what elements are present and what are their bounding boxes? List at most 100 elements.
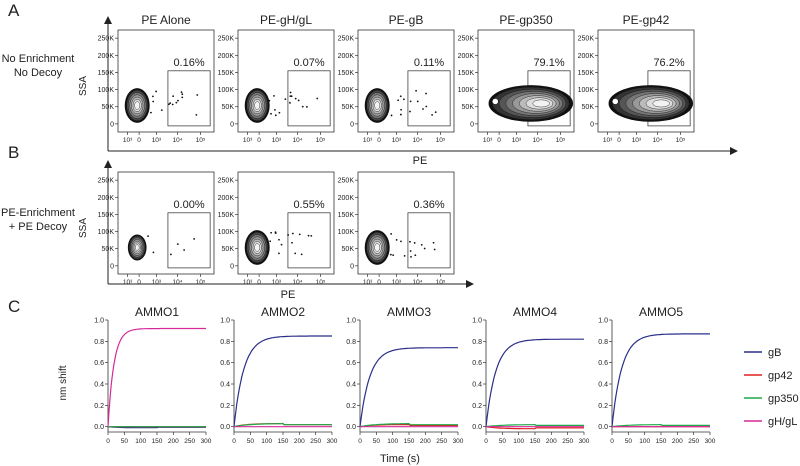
event-dot bbox=[413, 242, 416, 244]
contour-ring bbox=[254, 243, 261, 252]
x-tick-label: 50 bbox=[247, 438, 255, 445]
x-tick-label: 10³ bbox=[272, 137, 282, 144]
event-dot bbox=[176, 243, 179, 246]
event-dot bbox=[152, 100, 155, 103]
x-tick-label: 200 bbox=[420, 438, 431, 445]
y-tick-label: 0.6 bbox=[94, 360, 104, 367]
event-dot bbox=[171, 103, 174, 106]
plot-frame bbox=[597, 29, 695, 133]
legend-label: gB bbox=[768, 347, 781, 359]
event-dot bbox=[172, 95, 175, 98]
event-dot bbox=[289, 95, 292, 98]
gate-box bbox=[287, 212, 331, 269]
x-tick-label: 10³ bbox=[272, 279, 282, 286]
event-dot bbox=[160, 109, 163, 112]
event-dot bbox=[387, 246, 390, 249]
y-tick-label: 150K bbox=[458, 70, 475, 77]
gate-box bbox=[167, 212, 211, 269]
x-tick-label: 300 bbox=[453, 438, 464, 445]
y-tick-label: 100K bbox=[218, 87, 235, 94]
row-label: + PE Decoy bbox=[9, 221, 68, 233]
contour-ring bbox=[532, 99, 550, 108]
y-tick-label: 0 bbox=[110, 121, 114, 128]
event-dot bbox=[273, 94, 275, 97]
y-tick-label: 50K bbox=[342, 104, 355, 111]
series-line-gp350 bbox=[611, 424, 710, 428]
y-tick-label: 150K bbox=[218, 212, 235, 219]
kinetics-subplot: AMMO4 0.0 0.2 0.4 0.6 0.8 1.0 0 50 100 150 200 250 30… bbox=[472, 305, 590, 445]
x-tick-label: 200 bbox=[168, 438, 179, 445]
x-tick-label: 10⁵ bbox=[676, 137, 686, 144]
event-dot bbox=[181, 93, 184, 96]
y-tick-label: 0.0 bbox=[346, 424, 356, 431]
y-axis-label: nm shift bbox=[58, 365, 69, 400]
event-dot bbox=[409, 110, 411, 113]
x-tick-label: 250 bbox=[562, 438, 573, 445]
population bbox=[244, 88, 319, 123]
gate-percent: 76.2% bbox=[653, 57, 684, 69]
x-tick-label: 100 bbox=[639, 438, 650, 445]
contour-ring bbox=[652, 99, 670, 108]
series-line-gb bbox=[233, 335, 332, 427]
event-dot bbox=[147, 235, 149, 238]
subplot-title: AMMO5 bbox=[639, 305, 683, 319]
x-tick-label: 150 bbox=[530, 438, 541, 445]
series-line-gp350 bbox=[233, 423, 332, 428]
plot-frame bbox=[237, 29, 335, 133]
y-tick-label: 0.0 bbox=[220, 424, 230, 431]
event-dot bbox=[392, 254, 395, 257]
event-dot bbox=[175, 101, 178, 104]
event-dot bbox=[422, 108, 424, 110]
series-line-gp350 bbox=[485, 424, 584, 428]
row-label: No Enrichment bbox=[2, 53, 75, 65]
event-dot bbox=[416, 100, 419, 103]
x-tick-label: 100 bbox=[135, 438, 146, 445]
x-axis-label: PE bbox=[281, 289, 296, 301]
x-tick-label: 10⁵ bbox=[196, 279, 206, 286]
plot-frame bbox=[357, 29, 455, 133]
x-tick-label: 10³ bbox=[123, 279, 133, 286]
y-tick-label: 100K bbox=[218, 229, 235, 236]
event-dot bbox=[274, 108, 276, 111]
series-line-gb bbox=[359, 347, 458, 427]
contour-ring bbox=[134, 101, 141, 110]
y-tick-label: 250K bbox=[458, 36, 475, 43]
event-dot bbox=[423, 247, 426, 250]
event-dot bbox=[155, 90, 158, 93]
x-tick-label: 10⁵ bbox=[436, 137, 446, 144]
event-dot bbox=[289, 91, 292, 94]
event-dot bbox=[269, 240, 272, 243]
event-dot bbox=[425, 92, 427, 95]
panel-letter: A bbox=[8, 1, 20, 20]
y-tick-label: 50K bbox=[222, 246, 235, 253]
flow-plot: PE-gH/gL 250K 200K 150K 100K 50K 0 10³ 0 10³ 10⁴ 10… bbox=[218, 13, 335, 144]
event-dot bbox=[409, 100, 412, 103]
x-tick-label: 10⁵ bbox=[436, 279, 446, 286]
event-dot bbox=[400, 108, 402, 111]
y-tick-label: 250K bbox=[98, 36, 115, 43]
y-tick-label: 0.4 bbox=[472, 382, 482, 389]
plot-title: PE-gp350 bbox=[499, 13, 553, 27]
event-dot bbox=[434, 111, 437, 114]
x-tick-label: 200 bbox=[294, 438, 305, 445]
plot-frame bbox=[477, 29, 575, 133]
y-tick-label: 0.4 bbox=[220, 382, 230, 389]
y-tick-label: 0 bbox=[350, 263, 354, 270]
panel-c: Cnm shift AMMO1 0.0 0.2 0.4 0.6 0.8 1.0 0 50 100 15… bbox=[8, 297, 799, 465]
x-tick-label: 10³ bbox=[152, 137, 162, 144]
x-tick-label: 10³ bbox=[152, 279, 162, 286]
y-tick-label: 250K bbox=[578, 36, 595, 43]
x-tick-label: 10³ bbox=[243, 137, 253, 144]
population bbox=[364, 88, 437, 123]
y-tick-label: 200K bbox=[578, 53, 595, 60]
y-tick-label: 100K bbox=[458, 87, 475, 94]
x-tick-label: 0 bbox=[610, 438, 614, 445]
y-tick-label: 200K bbox=[98, 53, 115, 60]
x-tick-label: 10⁵ bbox=[556, 137, 566, 144]
x-tick-label: 10³ bbox=[392, 137, 402, 144]
x-tick-label: 0 bbox=[106, 438, 110, 445]
y-tick-label: 0.8 bbox=[94, 339, 104, 346]
series-line-gp350 bbox=[359, 423, 458, 428]
contour-spot bbox=[612, 98, 619, 105]
